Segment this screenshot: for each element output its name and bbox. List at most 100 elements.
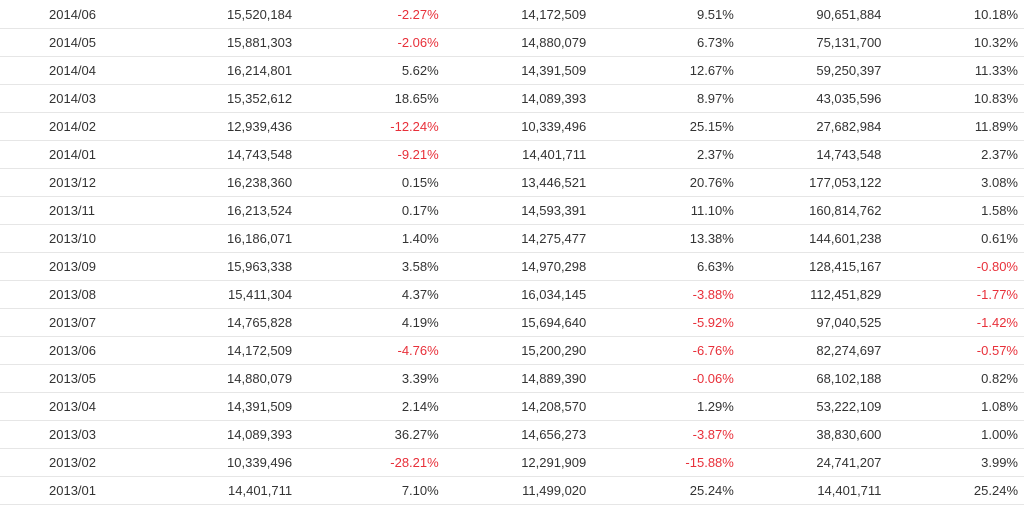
cell-last-year-revenue: 14,889,390: [438, 364, 587, 393]
cell-mom-change: -28.21%: [292, 448, 439, 477]
table-row: 2013/01 14,401,711 7.10% 11,499,020 25.2…: [0, 476, 1024, 505]
cell-month: 2013/07: [0, 308, 152, 337]
cell-mom-change: 36.27%: [292, 420, 439, 449]
cell-yoy-change: -3.88%: [586, 280, 734, 309]
cell-yoy-change: 6.63%: [586, 252, 734, 281]
cell-last-year-revenue: 14,401,711: [438, 140, 587, 169]
cell-cumulative-revenue: 112,451,829: [733, 280, 882, 309]
cell-month: 2014/03: [0, 84, 152, 113]
cell-cumulative-yoy-change: 10.83%: [881, 84, 1024, 113]
cell-cumulative-revenue: 160,814,762: [733, 196, 882, 225]
cell-cumulative-yoy-change: 11.33%: [881, 56, 1024, 85]
cell-revenue: 10,339,496: [151, 448, 293, 477]
cell-last-year-revenue: 16,034,145: [438, 280, 587, 309]
cell-mom-change: 4.37%: [292, 280, 439, 309]
cell-yoy-change: 2.37%: [586, 140, 734, 169]
cell-month: 2013/08: [0, 280, 152, 309]
table-row: 2014/04 16,214,801 5.62% 14,391,509 12.6…: [0, 56, 1024, 85]
cell-revenue: 16,238,360: [151, 168, 293, 197]
table-row: 2014/03 15,352,612 18.65% 14,089,393 8.9…: [0, 84, 1024, 113]
cell-last-year-revenue: 10,339,496: [438, 112, 587, 141]
cell-mom-change: -9.21%: [292, 140, 439, 169]
table-row: 2013/05 14,880,079 3.39% 14,889,390 -0.0…: [0, 364, 1024, 393]
cell-last-year-revenue: 14,089,393: [438, 84, 587, 113]
cell-cumulative-yoy-change: -0.57%: [881, 336, 1024, 365]
cell-month: 2013/02: [0, 448, 152, 477]
cell-last-year-revenue: 14,208,570: [438, 392, 587, 421]
cell-month: 2013/03: [0, 420, 152, 449]
cell-cumulative-yoy-change: 0.82%: [881, 364, 1024, 393]
table-row: 2013/02 10,339,496 -28.21% 12,291,909 -1…: [0, 448, 1024, 477]
table-row: 2013/11 16,213,524 0.17% 14,593,391 11.1…: [0, 196, 1024, 225]
table-row: 2014/02 12,939,436 -12.24% 10,339,496 25…: [0, 112, 1024, 141]
cell-yoy-change: 13.38%: [586, 224, 734, 253]
cell-revenue: 14,401,711: [151, 476, 293, 505]
cell-month: 2014/06: [0, 1, 152, 29]
cell-cumulative-revenue: 14,743,548: [733, 140, 882, 169]
cell-month: 2013/04: [0, 392, 152, 421]
cell-month: 2013/01: [0, 476, 152, 505]
cell-revenue: 14,089,393: [151, 420, 293, 449]
cell-yoy-change: 9.51%: [586, 1, 734, 29]
cell-revenue: 16,213,524: [151, 196, 293, 225]
cell-revenue: 14,172,509: [151, 336, 293, 365]
cell-cumulative-revenue: 24,741,207: [733, 448, 882, 477]
cell-revenue: 16,214,801: [151, 56, 293, 85]
cell-cumulative-revenue: 68,102,188: [733, 364, 882, 393]
table-row: 2013/04 14,391,509 2.14% 14,208,570 1.29…: [0, 392, 1024, 421]
cell-last-year-revenue: 11,499,020: [438, 476, 587, 505]
cell-yoy-change: 25.24%: [586, 476, 734, 505]
table-row: 2013/12 16,238,360 0.15% 13,446,521 20.7…: [0, 168, 1024, 197]
cell-cumulative-yoy-change: 3.99%: [881, 448, 1024, 477]
cell-mom-change: 2.14%: [292, 392, 439, 421]
table-row: 2013/07 14,765,828 4.19% 15,694,640 -5.9…: [0, 308, 1024, 337]
cell-revenue: 15,963,338: [151, 252, 293, 281]
table-row: 2013/03 14,089,393 36.27% 14,656,273 -3.…: [0, 420, 1024, 449]
cell-yoy-change: 25.15%: [586, 112, 734, 141]
cell-revenue: 16,186,071: [151, 224, 293, 253]
cell-revenue: 14,765,828: [151, 308, 293, 337]
table-row: 2013/10 16,186,071 1.40% 14,275,477 13.3…: [0, 224, 1024, 253]
cell-cumulative-yoy-change: 10.32%: [881, 28, 1024, 57]
cell-last-year-revenue: 14,172,509: [438, 1, 587, 29]
cell-yoy-change: 8.97%: [586, 84, 734, 113]
cell-last-year-revenue: 13,446,521: [438, 168, 587, 197]
cell-mom-change: 18.65%: [292, 84, 439, 113]
cell-yoy-change: 11.10%: [586, 196, 734, 225]
cell-cumulative-yoy-change: 2.37%: [881, 140, 1024, 169]
cell-mom-change: 3.39%: [292, 364, 439, 393]
cell-yoy-change: -3.87%: [586, 420, 734, 449]
cell-cumulative-revenue: 59,250,397: [733, 56, 882, 85]
cell-month: 2013/12: [0, 168, 152, 197]
table-row: 2014/06 15,520,184 -2.27% 14,172,509 9.5…: [0, 1, 1024, 29]
cell-mom-change: 3.58%: [292, 252, 439, 281]
cell-cumulative-revenue: 144,601,238: [733, 224, 882, 253]
cell-month: 2013/11: [0, 196, 152, 225]
cell-last-year-revenue: 14,593,391: [438, 196, 587, 225]
table-row: 2013/08 15,411,304 4.37% 16,034,145 -3.8…: [0, 280, 1024, 309]
table-row: 2014/01 14,743,548 -9.21% 14,401,711 2.3…: [0, 140, 1024, 169]
cell-yoy-change: 6.73%: [586, 28, 734, 57]
cell-revenue: 14,743,548: [151, 140, 293, 169]
cell-cumulative-revenue: 53,222,109: [733, 392, 882, 421]
cell-yoy-change: -5.92%: [586, 308, 734, 337]
cell-mom-change: -2.27%: [292, 1, 439, 29]
cell-cumulative-revenue: 43,035,596: [733, 84, 882, 113]
cell-cumulative-revenue: 82,274,697: [733, 336, 882, 365]
cell-cumulative-revenue: 177,053,122: [733, 168, 882, 197]
cell-month: 2014/02: [0, 112, 152, 141]
cell-month: 2014/05: [0, 28, 152, 57]
cell-yoy-change: 1.29%: [586, 392, 734, 421]
cell-mom-change: 1.40%: [292, 224, 439, 253]
cell-cumulative-revenue: 128,415,167: [733, 252, 882, 281]
cell-yoy-change: -0.06%: [586, 364, 734, 393]
cell-cumulative-yoy-change: 11.89%: [881, 112, 1024, 141]
cell-revenue: 14,391,509: [151, 392, 293, 421]
cell-mom-change: 0.15%: [292, 168, 439, 197]
cell-revenue: 14,880,079: [151, 364, 293, 393]
cell-month: 2014/04: [0, 56, 152, 85]
cell-last-year-revenue: 15,200,290: [438, 336, 587, 365]
cell-yoy-change: -6.76%: [586, 336, 734, 365]
cell-cumulative-yoy-change: 25.24%: [881, 476, 1024, 505]
